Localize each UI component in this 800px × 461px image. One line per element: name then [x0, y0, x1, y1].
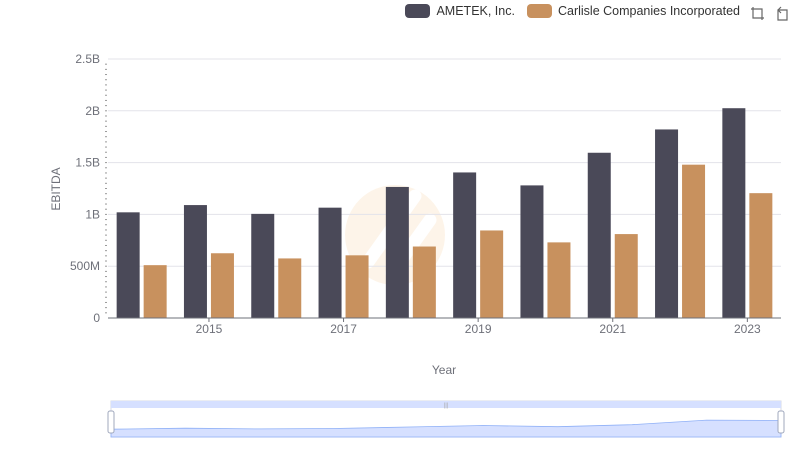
- legend: AMETEK, Inc. Carlisle Companies Incorpor…: [405, 4, 740, 18]
- y-tick-label: 2.5B: [75, 52, 100, 66]
- x-axis-title: Year: [432, 363, 456, 377]
- zoom-slider[interactable]: |||: [107, 400, 785, 438]
- bar-carlisle-2022[interactable]: [682, 164, 706, 318]
- slider-right-handle[interactable]: [777, 410, 785, 434]
- bar-carlisle-2014[interactable]: [143, 265, 167, 318]
- bar-carlisle-2021[interactable]: [614, 234, 638, 318]
- bar-carlisle-2020[interactable]: [547, 242, 571, 318]
- bar-ametek-2015[interactable]: [183, 205, 207, 318]
- bar-ametek-2018[interactable]: [385, 186, 409, 318]
- bar-carlisle-2017[interactable]: [345, 255, 369, 318]
- legend-swatch-carlisle: [526, 4, 552, 18]
- x-tick-label: 2017: [330, 322, 357, 336]
- bar-ametek-2022[interactable]: [655, 129, 679, 318]
- bar-carlisle-2018[interactable]: [412, 246, 436, 318]
- x-tick-label: 2015: [196, 322, 223, 336]
- bar-ametek-2023[interactable]: [722, 108, 746, 319]
- bar-ametek-2016[interactable]: [251, 213, 275, 318]
- y-axis-title: EBITDA: [49, 167, 63, 210]
- y-tick-label: 2B: [85, 104, 100, 118]
- y-tick-label: 500M: [70, 259, 100, 273]
- bar-ametek-2017[interactable]: [318, 207, 342, 318]
- x-tick-label: 2021: [599, 322, 626, 336]
- legend-label-ametek: AMETEK, Inc.: [436, 4, 515, 18]
- slider-top-bar[interactable]: [111, 401, 781, 408]
- bar-carlisle-2016[interactable]: [278, 258, 302, 318]
- legend-item-carlisle[interactable]: Carlisle Companies Incorporated: [526, 4, 740, 18]
- bar-ametek-2021[interactable]: [587, 152, 611, 318]
- slider-left-handle[interactable]: [107, 410, 115, 434]
- legend-item-ametek[interactable]: AMETEK, Inc.: [405, 4, 515, 18]
- legend-label-carlisle: Carlisle Companies Incorporated: [557, 4, 740, 18]
- toolbox: [750, 6, 790, 22]
- legend-swatch-ametek: [405, 4, 431, 18]
- bar-ametek-2020[interactable]: [520, 185, 544, 318]
- bar-carlisle-2019[interactable]: [480, 230, 504, 318]
- bar-carlisle-2023[interactable]: [749, 193, 773, 318]
- y-tick-label: 1B: [85, 207, 100, 221]
- x-tick-label: 2023: [734, 322, 761, 336]
- slider-grip-icon[interactable]: |||: [444, 403, 449, 409]
- axes: 0 500M 1B 1.5B 2B 2.5B 2015 2017 2019 2021 2023: [70, 52, 781, 336]
- zoom-icon[interactable]: [750, 6, 766, 22]
- bar-ametek-2014[interactable]: [116, 212, 140, 318]
- x-tick-label: 2019: [465, 322, 492, 336]
- bars: [116, 108, 773, 319]
- bar-ametek-2019[interactable]: [453, 172, 477, 318]
- restore-icon[interactable]: [774, 6, 790, 22]
- bar-carlisle-2015[interactable]: [210, 253, 234, 318]
- y-tick-label: 1.5B: [75, 156, 100, 170]
- y-tick-label: 0: [93, 311, 100, 325]
